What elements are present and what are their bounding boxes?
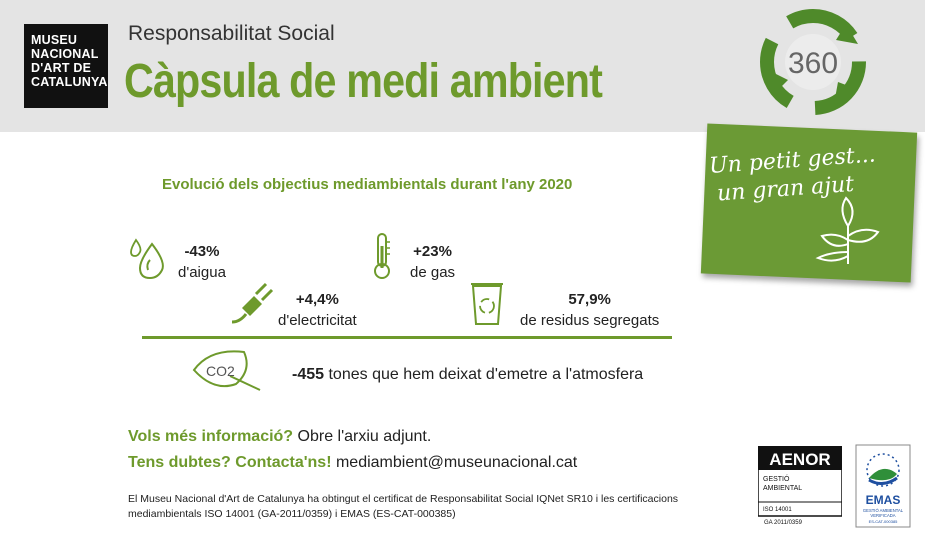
emas-code: ES-CAT-000385 xyxy=(869,519,899,524)
stat-waste-value: 57,9% xyxy=(568,291,611,308)
water-drop-icon xyxy=(130,238,164,280)
page-subtitle: Responsabilitat Social xyxy=(128,22,335,45)
aenor-sub2: AMBIENTAL xyxy=(763,485,802,492)
logo-line: MUSEU xyxy=(31,33,78,47)
stat-water: -43% d'aigua xyxy=(178,241,226,283)
co2-value: -455 xyxy=(292,366,325,383)
emas-certification-logo: EMAS GESTIÓ AMBIENTAL VERIFICADA ES-CAT-… xyxy=(855,444,911,528)
section-heading: Evolució dels objectius mediambientals d… xyxy=(162,176,573,193)
info-question-1: Vols més informació? xyxy=(128,428,294,445)
stat-electricity-label: d'electricitat xyxy=(278,312,357,329)
co2-text: tones que hem deixat d'emetre a l'atmosf… xyxy=(324,366,644,383)
stat-gas: +23% de gas xyxy=(410,241,455,283)
info-question-2: Tens dubtes? Contacta'ns! xyxy=(128,454,332,471)
museum-logo[interactable]: MUSEU NACIONAL D'ART DE CATALUNYA xyxy=(24,24,108,108)
stat-gas-value: +23% xyxy=(413,243,452,260)
info-answer-1: Obre l'arxiu adjunt. xyxy=(293,428,432,445)
recycle-bin-icon xyxy=(471,283,503,325)
stat-gas-label: de gas xyxy=(410,264,456,281)
aenor-code: GA 2011/0359 xyxy=(764,520,803,526)
stat-electricity-value: +4,4% xyxy=(295,291,339,308)
contact-email-link[interactable]: mediambient@museunacional.cat xyxy=(331,454,578,471)
divider-line xyxy=(142,336,672,339)
co2-label: CO2 xyxy=(206,363,235,379)
logo-line: D'ART DE xyxy=(31,61,92,75)
stat-water-label: d'aigua xyxy=(178,264,226,281)
info-line-2: Tens dubtes? Contacta'ns! mediambient@mu… xyxy=(128,454,577,472)
plug-icon xyxy=(231,282,274,324)
footer-line-1: El Museu Nacional d'Art de Catalunya ha … xyxy=(128,493,679,505)
stat-waste: 57,9% de residus segregats xyxy=(520,289,659,331)
recycle-360-icon: 360 xyxy=(760,9,866,115)
aenor-iso: ISO 14001 xyxy=(763,507,792,513)
thermometer-icon xyxy=(374,233,390,279)
emas-sub1: GESTIÓ AMBIENTAL xyxy=(863,508,904,513)
emas-sub2: VERIFICADA xyxy=(870,513,895,518)
footer-line-2: mediambientals ISO 14001 (GA-2011/0359) … xyxy=(128,508,456,520)
certification-note: El Museu Nacional d'Art de Catalunya ha … xyxy=(128,492,728,522)
page-title: Càpsula de medi ambient xyxy=(124,55,603,108)
emas-title: EMAS xyxy=(866,493,901,507)
info-line-1: Vols més informació? Obre l'arxiu adjunt… xyxy=(128,428,431,446)
stat-water-value: -43% xyxy=(184,243,220,260)
co2-leaf-icon: CO2 xyxy=(192,350,261,391)
stat-waste-label: de residus segregats xyxy=(520,312,660,329)
co2-statement: -455 tones que hem deixat d'emetre a l'a… xyxy=(292,366,643,384)
logo-line: NACIONAL xyxy=(31,47,99,61)
aenor-title: AENOR xyxy=(769,450,830,469)
aenor-sub1: GESTIÓ xyxy=(763,474,790,483)
logo-line: CATALUNYA xyxy=(31,75,108,89)
badge-text: 360 xyxy=(788,47,838,80)
stat-electricity: +4,4% d'electricitat xyxy=(278,289,357,331)
aenor-certification-logo: AENOR GESTIÓ AMBIENTAL ISO 14001 GA 2011… xyxy=(758,446,842,526)
plant-icon xyxy=(815,196,880,264)
